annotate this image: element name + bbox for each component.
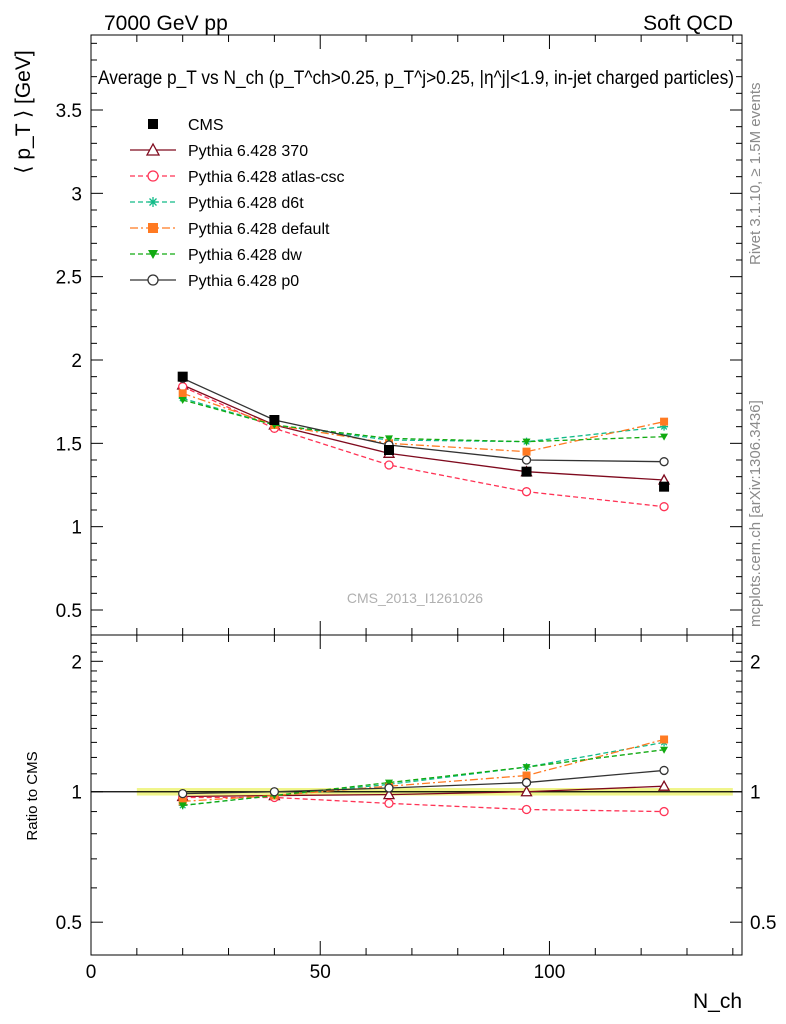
ratio-data-point — [384, 798, 394, 809]
legend-label: Pythia 6.428 dw — [188, 247, 302, 264]
legend-marker — [145, 142, 161, 156]
y-tick-label: 0.5 — [56, 601, 82, 622]
legend-marker — [148, 197, 158, 207]
series-pythia-6-428-370 — [176, 378, 671, 485]
y-tick-label: 2 — [71, 351, 82, 372]
x-tick-label: 0 — [86, 962, 97, 983]
series-pythia-6-428-atlas-csc — [178, 382, 669, 512]
ratio-data-point — [178, 802, 187, 810]
legend-label: Pythia 6.428 370 — [188, 143, 308, 160]
data-point — [660, 433, 669, 441]
ratio-series-line — [182, 796, 665, 813]
chart-title: Average p_T vs N_ch (p_T^ch>0.25, p_T^j>… — [98, 68, 734, 89]
data-point — [269, 415, 280, 425]
data-point — [660, 417, 669, 426]
data-point — [178, 389, 187, 398]
data-point — [659, 457, 669, 467]
ratio-data-point — [660, 735, 669, 744]
data-point — [522, 447, 531, 456]
data-point — [659, 502, 669, 512]
ratio-y-tick-label: 1 — [71, 783, 82, 804]
legend-marker — [148, 119, 158, 129]
ratio-series-pythia-6-428-p0 — [178, 765, 669, 799]
y-tick-label: 3 — [71, 184, 82, 205]
ratio-data-point — [657, 779, 671, 791]
ratio-y-tick-label: 0.5 — [56, 913, 82, 934]
x-tick-label: 50 — [310, 962, 331, 983]
ratio-series-line — [182, 741, 665, 807]
legend-marker — [147, 274, 159, 286]
y-tick-label: 3.5 — [56, 101, 82, 122]
header-right: Soft QCD — [643, 12, 733, 35]
legend-label: Pythia 6.428 default — [188, 221, 330, 238]
header-left: 7000 GeV pp — [104, 12, 228, 35]
data-point — [521, 455, 532, 465]
x-tick-label: 100 — [534, 962, 566, 983]
ratio-y-tick-label: 2 — [71, 652, 82, 673]
legend-marker — [147, 170, 159, 182]
data-point — [178, 397, 187, 404]
legend-marker — [148, 250, 158, 259]
ratio-data-point — [178, 797, 187, 806]
ratio-data-point — [384, 783, 394, 793]
ratio-data-point — [659, 806, 669, 817]
side-label-top: Rivet 3.1.10, ≥ 1.5M events — [747, 83, 764, 266]
ratio-data-point — [520, 785, 533, 797]
ratio-series-line — [182, 749, 665, 807]
ratio-data-point — [522, 764, 531, 772]
legend-label: Pythia 6.428 d6t — [188, 195, 304, 212]
ratio-series-pythia-6-428-d6t — [178, 738, 669, 810]
series-line — [182, 392, 665, 453]
series-cms — [177, 371, 670, 492]
main-panel: 0.5 1 1.5 2 2.5 3 3.5 ⟨ p_T ⟩ [GeV] Average p_T … — [12, 34, 743, 636]
series-pythia-6-428-default — [178, 389, 669, 456]
ratio-data-point — [384, 779, 393, 787]
series-pythia-6-428-dw — [178, 397, 669, 446]
legend-label: Pythia 6.428 p0 — [188, 273, 299, 290]
series-line — [182, 384, 665, 481]
ratio-data-point — [522, 771, 531, 780]
data-point — [660, 422, 669, 431]
ratio-frame — [90, 634, 743, 956]
ratio-series-pythia-6-428-dw — [178, 746, 669, 810]
ratio-panel: 0.5 0.5 1 1 2 2 0 50 100 Ratio to CMS N_ch — [24, 634, 776, 1013]
side-label-bottom: mcplots.cern.ch [arXiv:1306.3436] — [747, 400, 764, 627]
y-tick-label: 2.5 — [56, 268, 82, 289]
ratio-data-point — [269, 787, 280, 797]
ratio-data-point — [660, 746, 669, 754]
data-point — [384, 435, 393, 443]
series-line — [182, 399, 665, 443]
data-point — [521, 466, 532, 477]
ratio-data-point — [521, 804, 532, 815]
series-pythia-6-428-p0 — [178, 373, 669, 467]
data-point — [522, 438, 531, 446]
ratio-y-tick-label-right: 0.5 — [750, 913, 776, 934]
ratio-y-tick-label-right: 2 — [750, 652, 761, 673]
data-point — [383, 445, 394, 455]
y-axis-label: ⟨ p_T ⟩ [GeV] — [12, 50, 35, 173]
data-point — [659, 481, 670, 492]
data-point — [177, 371, 188, 382]
y-tick-label: 1 — [71, 518, 82, 539]
ratio-data-point — [178, 788, 188, 799]
analysis-watermark: CMS_2013_I1261026 — [347, 590, 483, 606]
data-point — [521, 487, 532, 497]
legend-label: CMS — [188, 117, 224, 134]
legend-marker — [148, 223, 158, 233]
legend: CMS Pythia 6.428 370 Pythia 6.428 atlas-cs… — [130, 117, 345, 290]
y-tick-label: 1.5 — [56, 434, 82, 455]
ratio-y-axis-label: Ratio to CMS — [24, 751, 41, 840]
ratio-data-point — [521, 777, 532, 788]
series-line — [182, 386, 665, 508]
ratio-data-point — [382, 788, 396, 800]
series-pythia-6-428-d6t — [178, 394, 669, 446]
legend-label: Pythia 6.428 atlas-csc — [188, 169, 345, 186]
ratio-data-point — [659, 765, 669, 776]
x-axis-label: N_ch — [693, 990, 742, 1013]
ratio-y-tick-label-right: 1 — [750, 783, 761, 804]
data-point — [384, 460, 394, 470]
